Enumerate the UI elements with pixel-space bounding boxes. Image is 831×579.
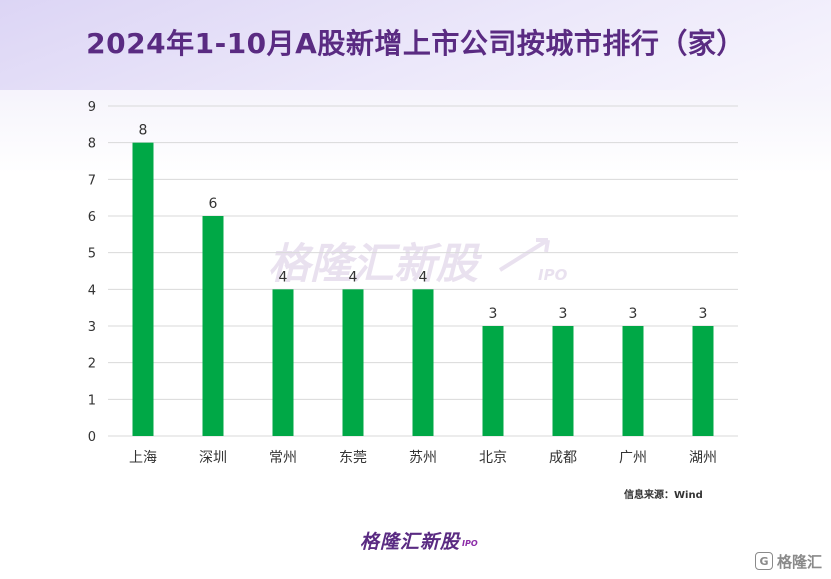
y-tick-label: 3 bbox=[88, 320, 96, 335]
bar bbox=[202, 216, 224, 436]
data-label: 4 bbox=[349, 269, 358, 285]
x-tick-label: 上海 bbox=[129, 450, 157, 466]
data-label: 3 bbox=[699, 306, 708, 322]
data-label: 3 bbox=[629, 306, 638, 322]
data-labels: 8 6 4 4 4 3 3 3 3 bbox=[139, 123, 708, 322]
bar bbox=[132, 142, 154, 436]
footer-logo-text: 格隆汇新股 bbox=[360, 530, 461, 553]
x-tick-label: 东莞 bbox=[339, 450, 367, 466]
y-tick-label: 6 bbox=[88, 210, 96, 225]
watermark: 格隆汇新股 IPO bbox=[268, 238, 568, 288]
bar bbox=[552, 326, 574, 436]
y-tick-label: 1 bbox=[88, 393, 96, 408]
x-axis: 上海 深圳 常州 东莞 苏州 北京 成都 广州 湖州 bbox=[129, 450, 717, 466]
y-tick-label: 4 bbox=[88, 283, 96, 298]
bar bbox=[622, 326, 644, 436]
x-tick-label: 苏州 bbox=[409, 450, 437, 466]
corner-logo-text: 格隆汇 bbox=[777, 552, 823, 571]
data-label: 4 bbox=[419, 269, 428, 285]
x-tick-label: 湖州 bbox=[689, 450, 717, 466]
y-tick-label: 2 bbox=[88, 357, 96, 372]
footer-logo: 格隆汇新股 IPO bbox=[360, 528, 478, 553]
watermark-arrow-icon bbox=[498, 238, 550, 272]
y-tick-label: 9 bbox=[88, 100, 96, 115]
y-tick-label: 8 bbox=[88, 137, 96, 152]
data-label: 3 bbox=[559, 306, 568, 322]
watermark-text: 格隆汇新股 bbox=[268, 239, 483, 288]
x-tick-label: 广州 bbox=[619, 450, 647, 466]
bar bbox=[342, 289, 364, 436]
bar bbox=[272, 289, 294, 436]
y-axis: 0 1 2 3 4 5 6 7 8 9 bbox=[88, 100, 96, 445]
bar bbox=[412, 289, 434, 436]
y-tick-label: 7 bbox=[88, 173, 96, 188]
brand-logo-icon: G bbox=[755, 552, 773, 570]
footer-logo-sub: IPO bbox=[462, 538, 478, 548]
bar bbox=[482, 326, 504, 436]
y-tick-label: 5 bbox=[88, 247, 96, 262]
x-tick-label: 成都 bbox=[549, 450, 577, 466]
bars bbox=[132, 142, 714, 436]
x-tick-label: 深圳 bbox=[199, 450, 227, 466]
bar bbox=[692, 326, 714, 436]
corner-logo: G 格隆汇 bbox=[755, 550, 822, 572]
x-tick-label: 常州 bbox=[269, 450, 297, 466]
y-tick-label: 0 bbox=[88, 430, 96, 445]
data-label: 3 bbox=[489, 306, 498, 322]
data-label: 6 bbox=[209, 196, 218, 212]
chart-title: 2024年1-10月A股新增上市公司按城市排行（家） bbox=[86, 27, 745, 60]
watermark-sub: IPO bbox=[538, 266, 568, 284]
data-label: 8 bbox=[139, 123, 148, 139]
x-tick-label: 北京 bbox=[479, 450, 507, 466]
data-label: 4 bbox=[279, 269, 288, 285]
source-note: 信息来源：Wind bbox=[624, 490, 703, 501]
header-band bbox=[0, 0, 831, 90]
